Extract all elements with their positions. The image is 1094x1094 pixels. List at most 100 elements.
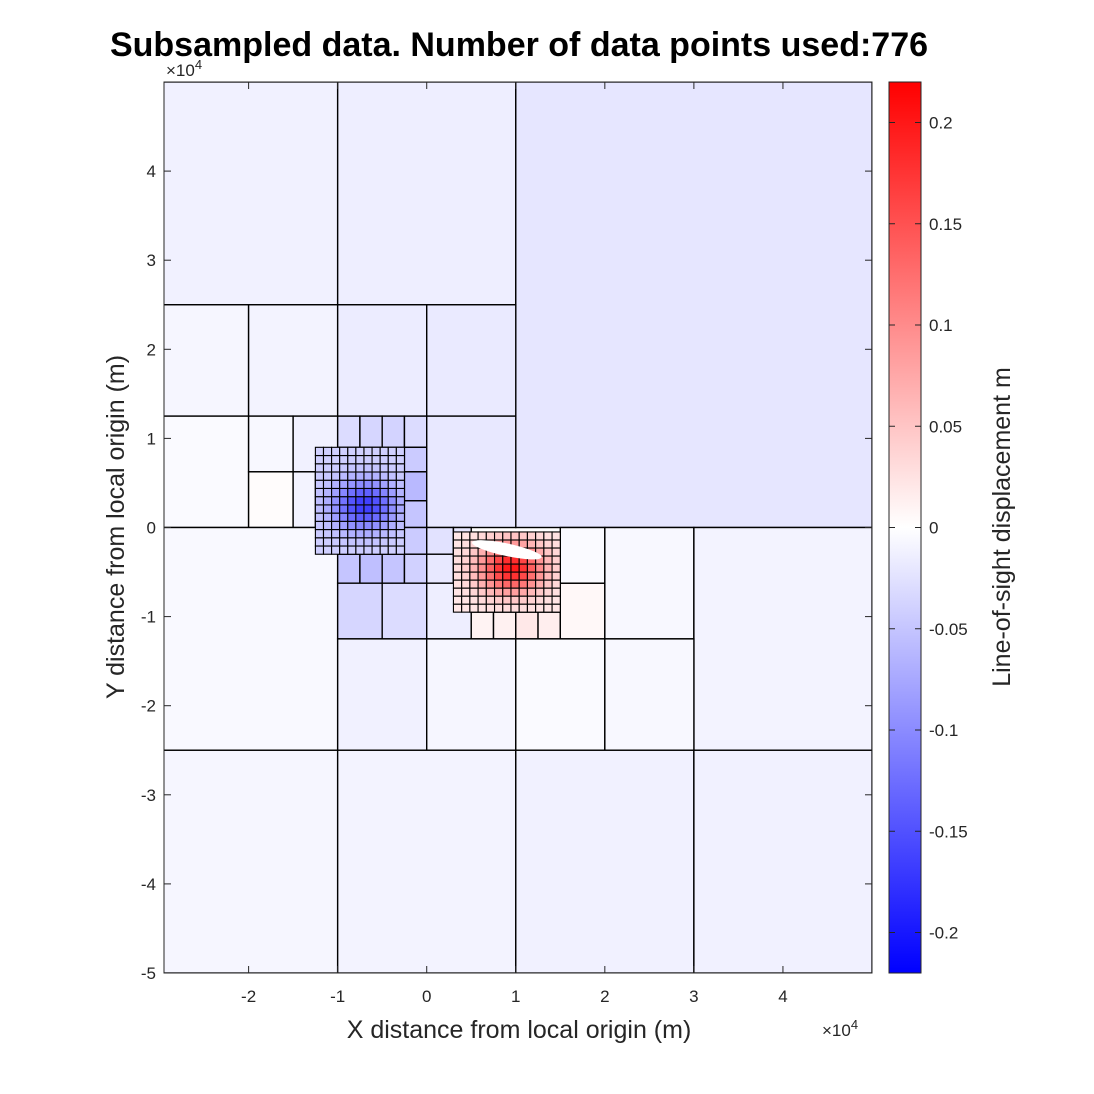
dense-cell bbox=[493, 579, 504, 589]
colorbar-tick-label: -0.2 bbox=[929, 924, 958, 943]
dense-cell bbox=[493, 603, 504, 613]
dense-cell bbox=[355, 496, 365, 506]
dense-cell bbox=[331, 487, 341, 498]
dense-cell bbox=[551, 603, 561, 613]
dense-cell bbox=[355, 520, 365, 531]
quadtree-cell bbox=[164, 304, 250, 417]
dense-cell bbox=[518, 531, 528, 541]
dense-cell bbox=[543, 547, 553, 557]
y-axis-label: Y distance from local origin (m) bbox=[102, 355, 130, 699]
dense-cell bbox=[469, 547, 479, 557]
dense-cell bbox=[322, 446, 333, 457]
quadtree-cell bbox=[515, 82, 872, 529]
dense-cell bbox=[314, 545, 325, 555]
colorbar-tick-label: 0.05 bbox=[929, 417, 962, 436]
x-tick-label: -1 bbox=[330, 987, 345, 1006]
dense-cell bbox=[502, 595, 512, 605]
dense-cell bbox=[551, 579, 561, 589]
dense-cell bbox=[331, 529, 341, 539]
dense-cell bbox=[526, 603, 537, 613]
dense-cell bbox=[363, 504, 373, 514]
dense-cell bbox=[347, 504, 357, 514]
dense-cell bbox=[502, 603, 512, 613]
dense-cell bbox=[387, 504, 397, 514]
dense-cell bbox=[469, 571, 479, 581]
dense-cell bbox=[387, 496, 397, 506]
dense-cell bbox=[387, 529, 397, 539]
dense-cell bbox=[535, 595, 545, 605]
dense-cell bbox=[314, 537, 325, 547]
dense-cell bbox=[526, 563, 537, 573]
dense-cell bbox=[395, 504, 406, 514]
dense-cell bbox=[452, 563, 463, 573]
dense-cell bbox=[452, 539, 463, 549]
dense-cell bbox=[485, 603, 496, 613]
dense-cell bbox=[461, 587, 471, 597]
dense-cell bbox=[543, 587, 553, 597]
dense-cell bbox=[363, 512, 373, 522]
quadtree-cell bbox=[515, 611, 539, 640]
quadtree-cell bbox=[164, 749, 339, 973]
dense-cell bbox=[526, 579, 537, 589]
dense-cell bbox=[452, 579, 463, 589]
dense-cell bbox=[363, 496, 373, 506]
y-tick-label: 1 bbox=[147, 429, 156, 448]
quadtree-cell bbox=[426, 638, 517, 751]
quadtree-cell bbox=[559, 582, 606, 640]
quadtree-cell bbox=[336, 749, 517, 973]
dense-cell bbox=[371, 537, 381, 547]
dense-cell bbox=[395, 512, 406, 522]
quadtree-cell bbox=[604, 526, 695, 640]
dense-cell bbox=[331, 504, 341, 514]
dense-cell bbox=[355, 487, 365, 498]
dense-cell bbox=[387, 479, 397, 489]
dense-cell bbox=[347, 496, 357, 506]
dense-cell bbox=[379, 520, 389, 531]
dense-cell bbox=[469, 563, 479, 573]
dense-cell bbox=[347, 471, 357, 481]
dense-cell bbox=[379, 529, 389, 539]
dense-cell bbox=[355, 504, 365, 514]
dense-cell bbox=[339, 454, 349, 465]
dense-cell bbox=[477, 603, 487, 613]
colorbar-label: Line-of-sight displacement m bbox=[988, 367, 1016, 687]
dense-cell bbox=[510, 579, 520, 589]
dense-cell bbox=[355, 537, 365, 547]
x-tick-label: 4 bbox=[778, 987, 787, 1006]
x-tick-label: -2 bbox=[241, 987, 256, 1006]
dense-cell bbox=[485, 531, 496, 541]
dense-cell bbox=[322, 512, 333, 522]
dense-cell bbox=[452, 531, 463, 541]
quadtree-cell bbox=[515, 749, 695, 973]
dense-cell bbox=[518, 571, 528, 581]
quadtree-cell bbox=[403, 471, 428, 502]
dense-cell bbox=[347, 545, 357, 555]
dense-cell bbox=[379, 545, 389, 555]
dense-cell bbox=[355, 446, 365, 457]
dense-cell bbox=[371, 512, 381, 522]
dense-cell bbox=[314, 446, 325, 457]
dense-cell bbox=[526, 539, 537, 549]
dense-cell bbox=[331, 496, 341, 506]
dense-cell bbox=[395, 496, 406, 506]
dense-cell bbox=[518, 563, 528, 573]
dense-cell bbox=[485, 587, 496, 597]
dense-cell bbox=[461, 571, 471, 581]
dense-cell bbox=[469, 603, 479, 613]
dense-cell bbox=[347, 537, 357, 547]
quadtree-cell bbox=[336, 553, 361, 584]
dense-cell bbox=[322, 479, 333, 489]
dense-cell bbox=[477, 595, 487, 605]
dense-cell bbox=[379, 463, 389, 473]
dense-cell bbox=[461, 539, 471, 549]
dense-cell bbox=[452, 555, 463, 565]
dense-cell bbox=[387, 463, 397, 473]
quadtree-cell bbox=[381, 582, 428, 640]
dense-cell bbox=[331, 520, 341, 531]
dense-cell bbox=[469, 587, 479, 597]
colorbar-tick-label: -0.1 bbox=[929, 721, 958, 740]
quadtree-cell bbox=[336, 638, 428, 751]
quadtree-cell bbox=[426, 304, 517, 417]
dense-cell bbox=[395, 463, 406, 473]
y-tick-label: 4 bbox=[147, 162, 156, 181]
